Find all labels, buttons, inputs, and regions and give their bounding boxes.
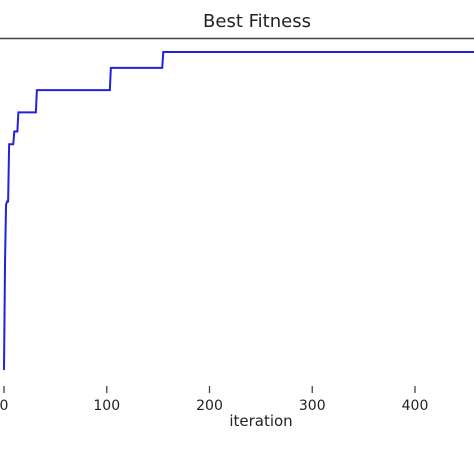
x-tick-label-400: 400 [402,398,429,414]
x-tick-label-100: 100 [93,398,120,414]
x-tick-label-300: 300 [299,398,326,414]
x-axis-label: iteration [229,412,292,430]
series-layer [3,51,474,371]
x-tick-label-0: 0 [0,398,8,414]
chart-title: Best Fitness [203,11,311,32]
x-ticks: 0 100 200 300 400 [0,386,428,414]
best-fitness-series-line [3,51,474,371]
x-tick-label-200: 200 [196,398,223,414]
